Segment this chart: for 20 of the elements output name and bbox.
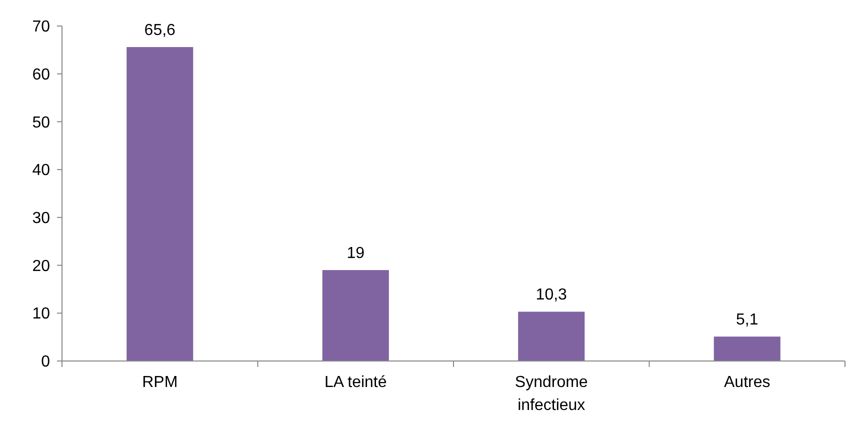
y-tick-label: 10 — [32, 306, 50, 323]
y-tick-label: 70 — [32, 18, 50, 36]
y-tick-label: 30 — [32, 210, 50, 228]
data-label: 65,6 — [144, 22, 176, 40]
bar — [322, 270, 389, 361]
x-tick-label: LA teinté — [324, 374, 387, 391]
data-label: 5,1 — [736, 312, 758, 329]
x-tick-label: Syndrome infectieux — [514, 374, 588, 414]
x-tick-label: Autres — [724, 374, 770, 391]
y-tick-label: 20 — [32, 258, 50, 275]
data-label: 19 — [346, 245, 365, 262]
x-tick-label: RPM — [142, 374, 178, 391]
data-label: 10,3 — [536, 286, 568, 304]
y-tick-label: 60 — [32, 66, 50, 84]
bar — [518, 312, 585, 361]
y-tick-label: 50 — [32, 114, 50, 132]
y-tick-label: 0 — [41, 354, 50, 371]
bar — [126, 47, 194, 361]
y-tick-label: 40 — [32, 162, 50, 180]
bar — [714, 336, 780, 361]
